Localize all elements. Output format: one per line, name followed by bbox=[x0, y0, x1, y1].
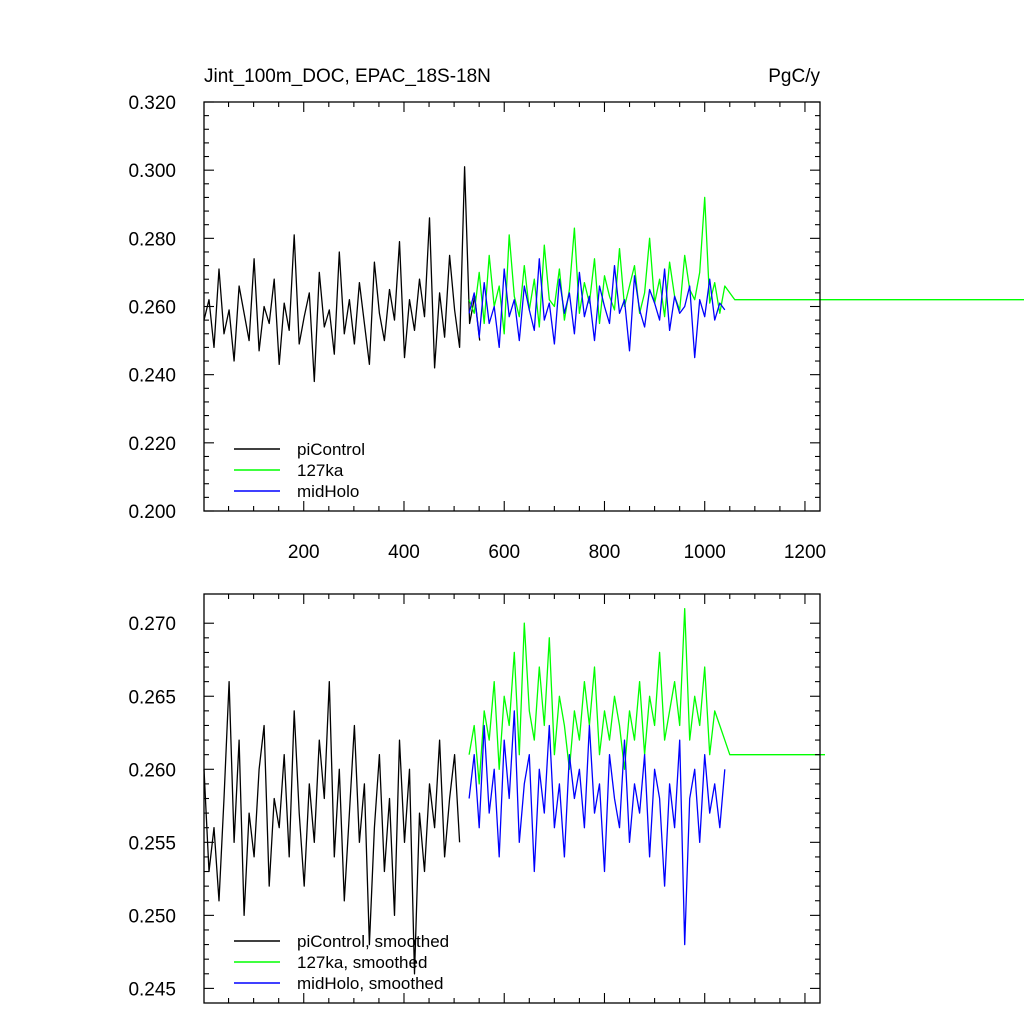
series-line-127ka bbox=[468, 196, 1024, 335]
series-line-picontrol bbox=[203, 166, 481, 383]
x-tick-label: 1200 bbox=[784, 542, 826, 563]
y-tick-label: 0.250 bbox=[128, 906, 176, 927]
y-tick-label: 0.320 bbox=[128, 93, 176, 114]
series-line-midholo bbox=[468, 258, 726, 359]
x-tick-label: 600 bbox=[488, 542, 520, 563]
x-tick-label: 200 bbox=[288, 542, 320, 563]
y-tick-label: 0.255 bbox=[128, 833, 176, 854]
bottom-panel: 0.245 0.250 0.255 0.260 0.265 0.270 piControl,… bbox=[128, 593, 825, 1004]
y-tick-label: 0.270 bbox=[128, 614, 176, 635]
x-tick-label: 1000 bbox=[684, 542, 726, 563]
x-tick-label: 800 bbox=[589, 542, 621, 563]
y-tick-label: 0.260 bbox=[128, 760, 176, 781]
legend-label: midHolo, smoothed bbox=[297, 974, 443, 993]
y-tick-label: 0.265 bbox=[128, 687, 176, 708]
y-tick-label: 0.280 bbox=[128, 229, 176, 250]
y-tick-label: 0.245 bbox=[128, 979, 176, 1000]
legend-label: midHolo bbox=[297, 482, 359, 501]
legend-label: piControl bbox=[297, 440, 365, 459]
legend-label: 127ka, smoothed bbox=[297, 953, 427, 972]
series-line-127ka-smoothed bbox=[468, 607, 825, 785]
legend-label: piControl, smoothed bbox=[297, 932, 449, 951]
legend-label: 127ka bbox=[297, 461, 344, 480]
series-line-midholo-smoothed bbox=[468, 710, 726, 946]
series-line-picontrol-smoothed bbox=[203, 680, 461, 975]
x-tick-label: 400 bbox=[388, 542, 420, 563]
top-title-left: Jint_100m_DOC, EPAC_18S-18N bbox=[204, 66, 491, 87]
y-tick-label: 0.260 bbox=[128, 298, 176, 319]
y-tick-label: 0.220 bbox=[128, 434, 176, 455]
top-title-right: PgC/y bbox=[768, 66, 820, 87]
y-tick-label: 0.200 bbox=[128, 502, 176, 523]
top-panel: Jint_100m_DOC, EPAC_18S-18N PgC/y 0.200 0… bbox=[128, 66, 1024, 563]
y-tick-label: 0.300 bbox=[128, 161, 176, 182]
y-tick-label: 0.240 bbox=[128, 366, 176, 387]
